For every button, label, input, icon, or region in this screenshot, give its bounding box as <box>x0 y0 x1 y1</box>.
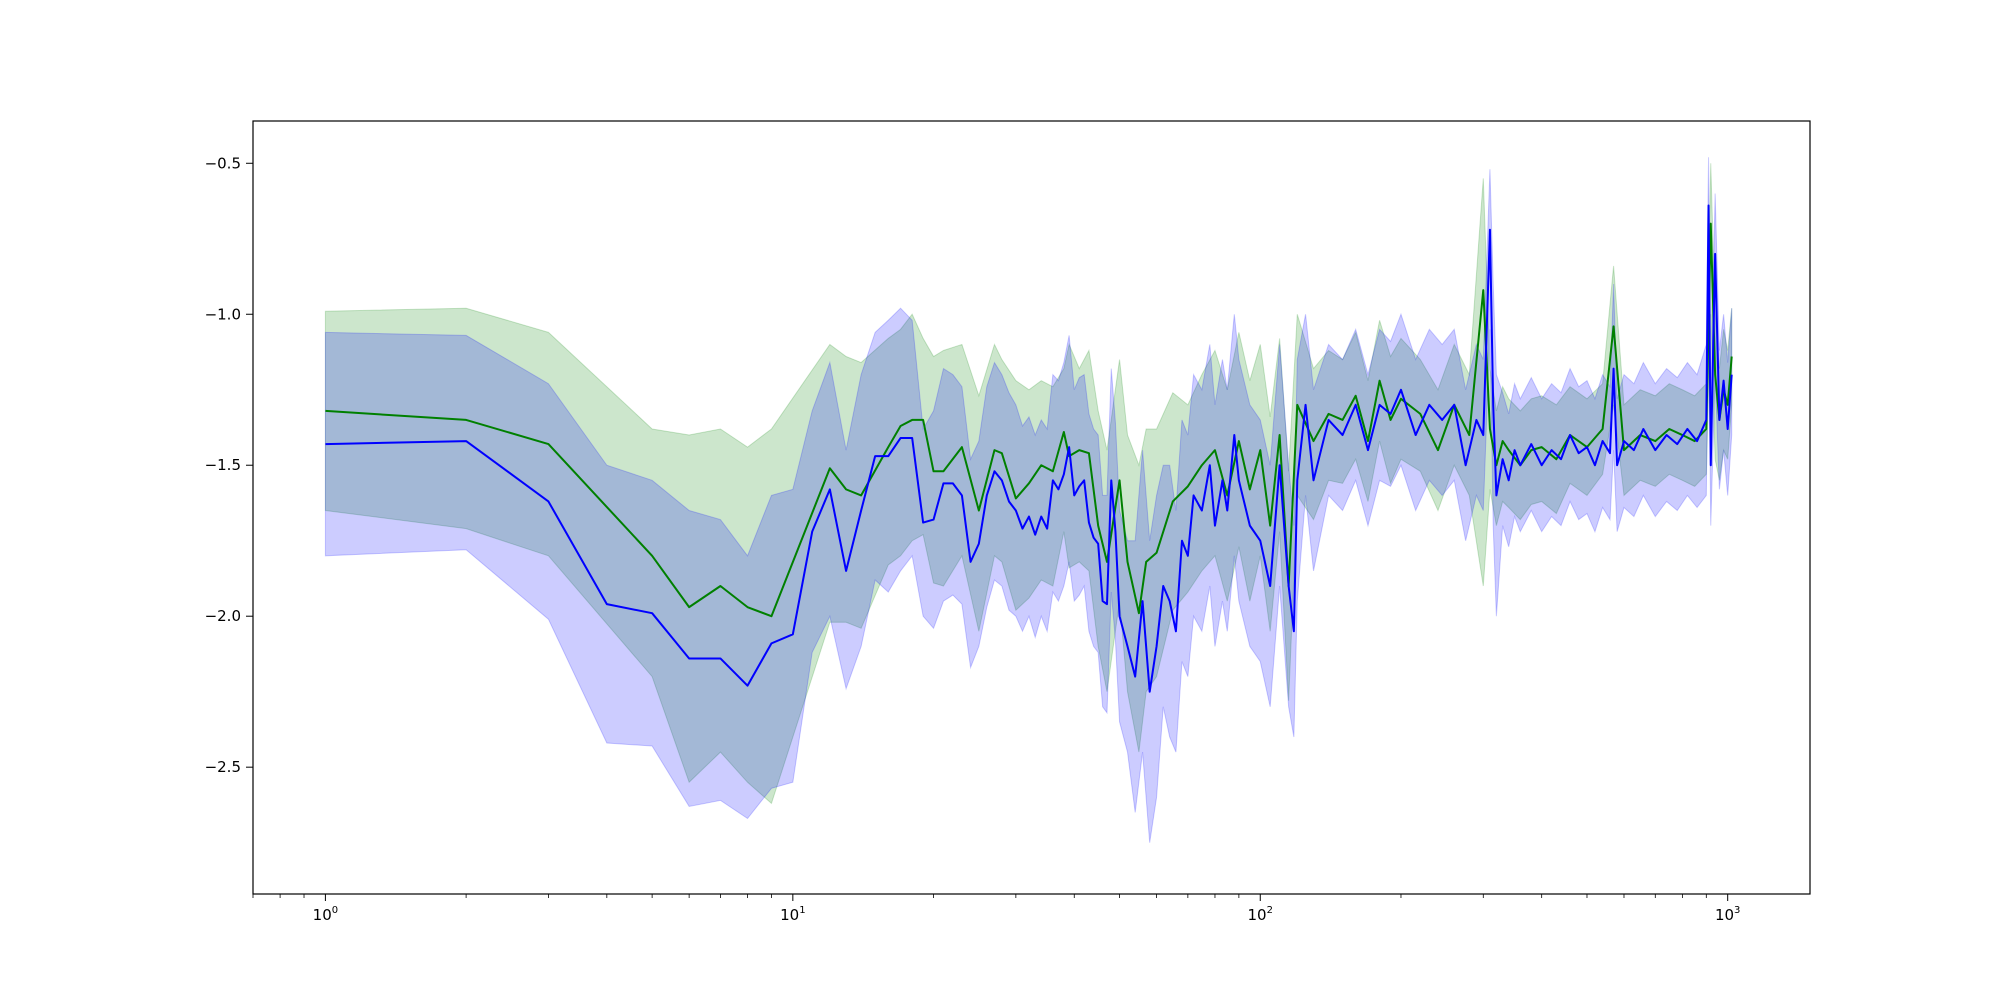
y-tick-label: −2.5 <box>205 758 241 776</box>
x-axis: 100 101 102 103 <box>252 894 1740 924</box>
series-1-band <box>324 157 1733 843</box>
series-lines <box>325 204 1733 693</box>
y-tick-label: −0.5 <box>205 154 241 172</box>
x-tick-label: 103 <box>1715 905 1740 924</box>
x-tick-label: 100 <box>313 905 338 924</box>
series-0-line <box>325 222 1733 618</box>
y-axis: −0.5 −1.0 −1.5 −2.0 −2.5 <box>205 154 253 776</box>
y-tick-label: −1.0 <box>205 305 241 323</box>
y-tick-label: −1.5 <box>205 456 241 474</box>
x-tick-label: 102 <box>1248 905 1273 924</box>
series-1-line <box>325 204 1733 693</box>
y-tick-label: −2.0 <box>205 607 241 625</box>
x-tick-label: 101 <box>780 905 805 924</box>
plot-frame <box>252 120 1811 895</box>
